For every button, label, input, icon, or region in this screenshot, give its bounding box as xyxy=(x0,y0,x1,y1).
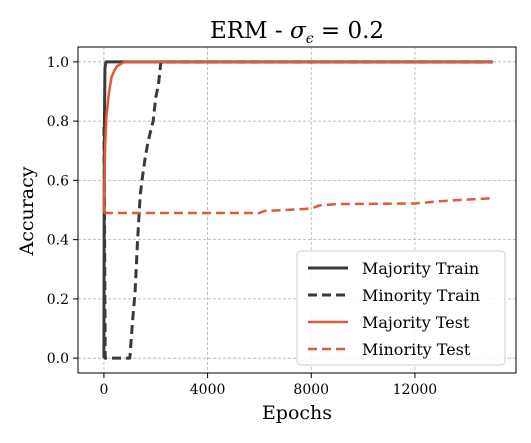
series-line-minority-test xyxy=(103,196,493,215)
x-tick-label: 12000 xyxy=(393,382,438,398)
y-tick-label: 0.4 xyxy=(47,233,69,249)
series-layer xyxy=(102,60,493,360)
legend-label-majority-train: Majority Train xyxy=(362,259,479,278)
y-axis-label: Accuracy xyxy=(16,166,38,256)
legend-label-minority-train: Minority Train xyxy=(362,286,480,305)
legend: Majority Train Minority Train Majority Tes… xyxy=(296,250,506,366)
y-tick-label: 0.0 xyxy=(47,351,69,367)
x-tick-label: 0 xyxy=(99,382,108,398)
legend-label-minority-test: Minority Test xyxy=(362,340,471,359)
y-tick-label: 1.0 xyxy=(47,55,69,71)
x-tick-label: 8000 xyxy=(293,382,329,398)
legend-frame xyxy=(296,250,506,366)
ticks: 0 4000 8000 12000 0.0 0.2 0.4 0.6 0.8 1.0 xyxy=(47,55,437,398)
legend-label-majority-test: Majority Test xyxy=(362,313,470,332)
series-line-minority-train xyxy=(102,60,493,360)
plot-frame xyxy=(77,46,517,374)
series-line-majority-test xyxy=(102,60,493,213)
x-axis-label: Epochs xyxy=(262,402,332,424)
y-tick-label: 0.6 xyxy=(47,173,69,189)
chart-title: ERM - σϵ = 0.2 xyxy=(210,18,384,47)
x-tick-label: 4000 xyxy=(190,382,226,398)
y-tick-label: 0.8 xyxy=(47,114,69,130)
y-tick-label: 0.2 xyxy=(47,292,69,308)
